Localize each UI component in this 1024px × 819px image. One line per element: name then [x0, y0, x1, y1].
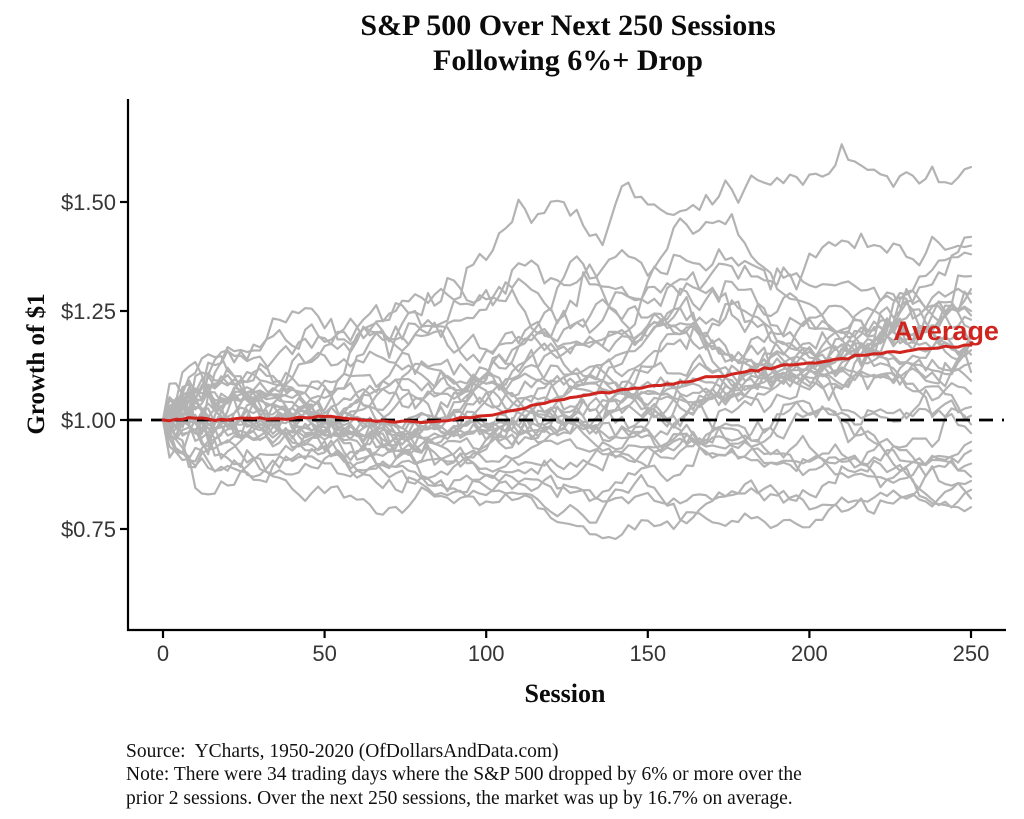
axes-group: 0 50 100 150 200 250 $0.75 $1.00 $1.25 $1.50 Growt…	[23, 99, 1006, 708]
x-tick-label: 250	[953, 641, 990, 666]
chart-title: S&P 500 Over Next 250 Sessions Following…	[112, 8, 1024, 78]
source-text: Source: YCharts, 1950-2020 (OfDollarsAnd…	[126, 741, 559, 762]
x-tick-label: 0	[157, 641, 169, 666]
note-text-line1: Note: There were 34 trading days where t…	[126, 764, 802, 786]
x-tick-label: 100	[468, 641, 505, 666]
y-axis-title: Growth of $1	[23, 293, 50, 434]
sp500-path	[161, 349, 973, 525]
chart-title-line1: S&P 500 Over Next 250 Sessions	[360, 9, 776, 42]
gray-paths-group	[161, 143, 973, 541]
average-line	[161, 343, 973, 425]
sp500-path	[161, 143, 973, 422]
x-tick-label: 50	[312, 641, 336, 666]
x-tick-label: 200	[791, 641, 828, 666]
y-tick-label: $1.25	[61, 299, 116, 324]
chart-title-line2: Following 6%+ Drop	[433, 44, 703, 77]
sp500-path	[161, 399, 973, 541]
y-tick-label: $0.75	[61, 517, 116, 542]
sp500-path	[161, 362, 973, 484]
sp500-path	[161, 354, 973, 459]
y-tick-label: $1.00	[61, 408, 116, 433]
average-label: Average	[893, 316, 999, 346]
sp500-path	[161, 366, 973, 513]
x-tick-label: 150	[629, 641, 666, 666]
y-tick-label: $1.50	[61, 190, 116, 215]
sp500-path	[161, 299, 973, 431]
sp500-path	[161, 235, 973, 422]
chart-footer: Source: YCharts, 1950-2020 (OfDollarsAnd…	[126, 740, 1010, 810]
sp500-path	[161, 353, 973, 500]
note-text-line2: prior 2 sessions. Over the next 250 sess…	[126, 787, 793, 809]
x-axis-title: Session	[525, 679, 606, 708]
sp500-path	[161, 418, 973, 509]
average-line-group: Average	[161, 316, 999, 425]
